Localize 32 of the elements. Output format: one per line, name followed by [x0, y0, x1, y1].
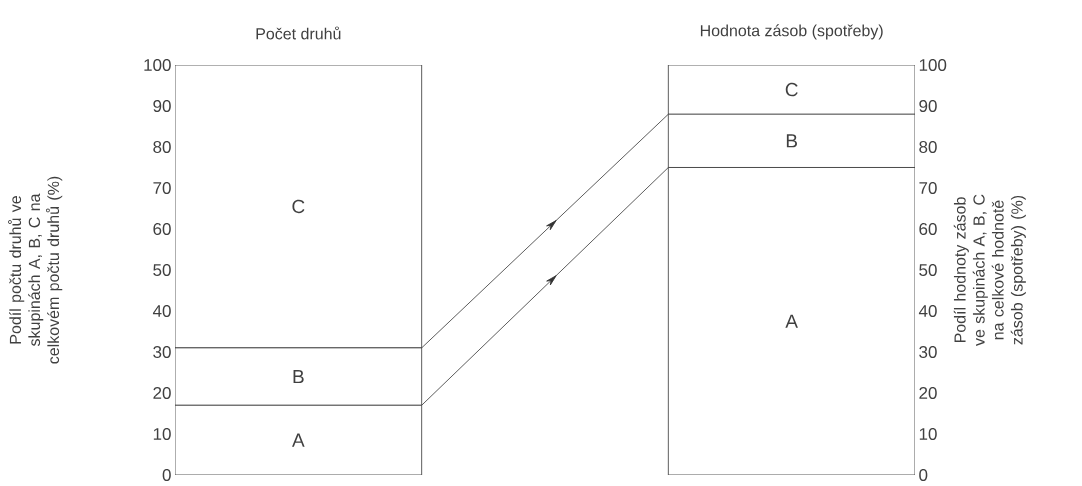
- text: A: [785, 314, 798, 328]
- y-tick-label: 40: [152, 304, 171, 318]
- y2-tick-label: 10: [919, 427, 937, 441]
- y2-tick-label: 50: [919, 263, 937, 277]
- y2-tick-label: 30: [919, 345, 937, 359]
- y2-tick-label: 80: [919, 140, 937, 154]
- y-tick-label: 70: [153, 181, 171, 195]
- y-tick-label: 20: [153, 386, 171, 400]
- text: B: [293, 370, 304, 384]
- y-tick-label: 50: [153, 263, 171, 277]
- y-tick-label: 100: [144, 58, 171, 72]
- y2-tick-label: 20: [919, 386, 937, 400]
- x-tick-label: Hodnota zásob (spotřeby): [700, 24, 883, 40]
- y2-tick-label: 40: [918, 304, 937, 318]
- y2-axis-title: Podíl hodnoty zásob ve skupinách A, B, C na celkové hodnotě zásob (spotřeby) (%): [953, 194, 1026, 346]
- y2-tick-label: 0: [919, 468, 928, 482]
- y2-tick-label: 70: [919, 181, 937, 195]
- y2-tick-label: 90: [919, 99, 937, 113]
- y2-tick-label: 60: [919, 222, 937, 236]
- x-tick-label: Počet druhů: [256, 26, 341, 40]
- y-tick-label: 30: [153, 345, 171, 359]
- series-label: C: [785, 82, 798, 97]
- y-tick-label: 60: [153, 222, 171, 236]
- series-label: A: [292, 433, 305, 447]
- text: C: [292, 199, 305, 214]
- y2-tick-label: 100: [919, 58, 947, 72]
- series-label: B: [786, 134, 797, 148]
- y-axis-title: Podíl počtu druhů ve skupinách A, B, C na celkovém počtu druhů (%): [8, 176, 63, 364]
- y-tick-label: 90: [153, 99, 171, 113]
- y-tick-label: 0: [162, 468, 171, 482]
- y-tick-label: 10: [153, 427, 171, 441]
- y-tick-label: 80: [153, 140, 171, 154]
